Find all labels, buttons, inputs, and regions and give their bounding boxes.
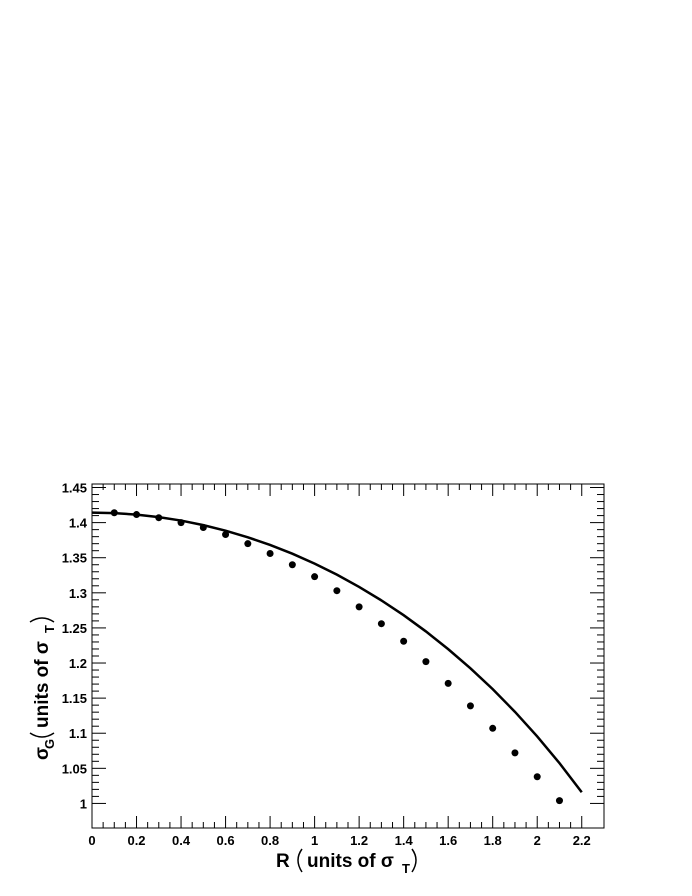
paren: [29, 617, 55, 623]
y-tick-label: 1.25: [62, 621, 87, 636]
y-label-unit: units of σ: [32, 641, 53, 728]
y-label: σ: [32, 747, 53, 760]
y-tick-label: 1.1: [69, 726, 87, 741]
x-tick-label: 0.2: [127, 833, 145, 848]
plot-frame: [91, 483, 605, 829]
y-tick-label: 1.35: [62, 551, 87, 566]
point: [422, 658, 430, 666]
point: [355, 603, 363, 611]
y-tick-label: 1.3: [69, 586, 87, 601]
x-tick-label: 1: [311, 833, 318, 848]
paren: [297, 848, 303, 873]
point: [288, 561, 296, 569]
point: [400, 637, 408, 645]
point: [266, 550, 274, 558]
y-label-sub: G: [42, 739, 57, 749]
paren: [411, 848, 417, 873]
point: [444, 679, 452, 687]
x-tick-label: 1.4: [395, 833, 414, 848]
y-tick-label: 1.15: [62, 691, 87, 706]
y-tick-label: 1: [80, 796, 87, 811]
point: [489, 724, 497, 732]
x-label: R: [276, 851, 290, 872]
point: [555, 797, 563, 805]
curve: [91, 511, 583, 794]
y-axis-title: σ G units of σ T: [29, 617, 57, 760]
y-tick-label: 1.2: [69, 656, 87, 671]
x-tick-label: 2.2: [573, 833, 591, 848]
point: [222, 531, 230, 539]
point: [511, 749, 519, 757]
paren: [29, 732, 55, 738]
x-tick-label: 0: [88, 833, 95, 848]
y-label-unit-sub: T: [42, 625, 57, 633]
x-label-unit: units of σ: [307, 851, 394, 872]
x-label-unit-sub: T: [402, 861, 410, 876]
point: [377, 620, 385, 628]
x-axis-title: R units of σ T: [276, 848, 417, 876]
point: [333, 587, 341, 595]
point: [244, 540, 252, 548]
x-tick-label: 2: [534, 833, 541, 848]
x-tick-label: 0.6: [217, 833, 235, 848]
point: [466, 702, 474, 710]
y-tick-label: 1.4: [69, 516, 88, 531]
x-tick-label: 1.6: [439, 833, 457, 848]
x-tick-label: 1.8: [484, 833, 502, 848]
point: [311, 573, 319, 581]
x-tick-label: 0.8: [261, 833, 279, 848]
x-tick-label: 1.2: [350, 833, 368, 848]
x-tick-label: 0.4: [172, 833, 191, 848]
point: [533, 773, 541, 781]
y-tick-label: 1.05: [62, 761, 87, 776]
y-tick-label: 1.45: [62, 481, 87, 496]
